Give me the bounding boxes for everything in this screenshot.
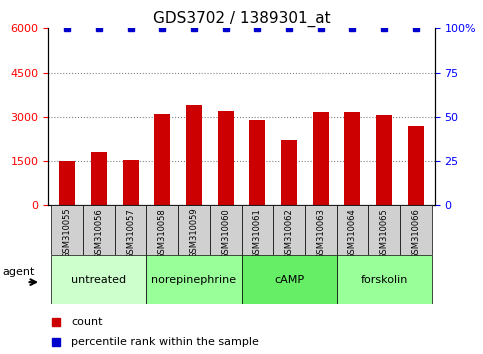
- Text: GSM310056: GSM310056: [95, 208, 103, 258]
- FancyBboxPatch shape: [146, 205, 178, 255]
- FancyBboxPatch shape: [273, 205, 305, 255]
- Bar: [313, 113, 328, 205]
- Text: GSM310059: GSM310059: [189, 208, 199, 258]
- Text: forskolin: forskolin: [360, 275, 408, 285]
- Bar: [218, 111, 234, 205]
- FancyBboxPatch shape: [400, 205, 431, 255]
- Bar: [186, 105, 202, 205]
- Text: GSM310062: GSM310062: [284, 208, 294, 258]
- Text: GSM310058: GSM310058: [158, 208, 167, 258]
- Text: norepinephrine: norepinephrine: [152, 275, 237, 285]
- Bar: [281, 141, 297, 205]
- Text: GSM310066: GSM310066: [411, 208, 420, 259]
- Text: GSM310064: GSM310064: [348, 208, 357, 258]
- Text: agent: agent: [2, 267, 35, 277]
- Bar: [376, 115, 392, 205]
- Text: untreated: untreated: [71, 275, 127, 285]
- Bar: [155, 114, 170, 205]
- Text: GSM310063: GSM310063: [316, 208, 325, 259]
- Text: GSM310055: GSM310055: [63, 208, 72, 258]
- Bar: [249, 120, 265, 205]
- Bar: [59, 161, 75, 205]
- Title: GDS3702 / 1389301_at: GDS3702 / 1389301_at: [153, 11, 330, 27]
- FancyBboxPatch shape: [210, 205, 242, 255]
- Bar: [344, 113, 360, 205]
- Text: GSM310061: GSM310061: [253, 208, 262, 258]
- FancyBboxPatch shape: [146, 255, 242, 304]
- Text: cAMP: cAMP: [274, 275, 304, 285]
- FancyBboxPatch shape: [242, 255, 337, 304]
- Bar: [408, 126, 424, 205]
- Text: GSM310060: GSM310060: [221, 208, 230, 258]
- FancyBboxPatch shape: [52, 255, 146, 304]
- FancyBboxPatch shape: [178, 205, 210, 255]
- FancyBboxPatch shape: [83, 205, 115, 255]
- FancyBboxPatch shape: [242, 205, 273, 255]
- Bar: [91, 152, 107, 205]
- Text: GSM310057: GSM310057: [126, 208, 135, 258]
- FancyBboxPatch shape: [115, 205, 146, 255]
- FancyBboxPatch shape: [337, 205, 368, 255]
- Bar: [123, 160, 139, 205]
- FancyBboxPatch shape: [368, 205, 400, 255]
- Text: count: count: [71, 317, 103, 327]
- FancyBboxPatch shape: [52, 205, 83, 255]
- FancyBboxPatch shape: [305, 205, 337, 255]
- Text: GSM310065: GSM310065: [380, 208, 388, 258]
- Text: percentile rank within the sample: percentile rank within the sample: [71, 337, 259, 348]
- FancyBboxPatch shape: [337, 255, 431, 304]
